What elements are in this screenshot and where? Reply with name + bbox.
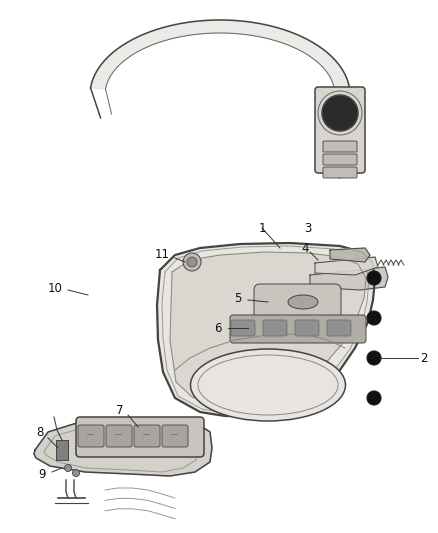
FancyBboxPatch shape [327, 320, 351, 336]
FancyBboxPatch shape [254, 284, 341, 320]
Polygon shape [315, 257, 378, 275]
Circle shape [367, 351, 381, 365]
FancyBboxPatch shape [230, 315, 366, 343]
FancyBboxPatch shape [295, 320, 319, 336]
Polygon shape [91, 20, 350, 89]
Ellipse shape [191, 349, 346, 421]
Text: 10: 10 [48, 281, 63, 295]
FancyBboxPatch shape [162, 425, 188, 447]
Polygon shape [310, 267, 388, 290]
FancyBboxPatch shape [323, 167, 357, 178]
Polygon shape [34, 418, 212, 476]
Text: 9: 9 [38, 469, 46, 481]
FancyBboxPatch shape [323, 154, 357, 165]
Circle shape [64, 464, 71, 472]
Circle shape [187, 257, 197, 267]
FancyBboxPatch shape [106, 425, 132, 447]
FancyBboxPatch shape [315, 87, 365, 173]
Circle shape [73, 470, 80, 477]
Text: 7: 7 [116, 403, 124, 416]
Circle shape [367, 311, 381, 325]
FancyBboxPatch shape [231, 320, 255, 336]
Polygon shape [170, 252, 366, 403]
Circle shape [183, 253, 201, 271]
Polygon shape [157, 243, 375, 416]
Circle shape [322, 95, 358, 131]
Text: 1: 1 [258, 222, 266, 235]
Polygon shape [330, 248, 370, 262]
Bar [56, 440, 68, 460]
FancyBboxPatch shape [134, 425, 160, 447]
FancyBboxPatch shape [263, 320, 287, 336]
Text: 3: 3 [304, 222, 312, 235]
Ellipse shape [288, 295, 318, 309]
FancyBboxPatch shape [323, 141, 357, 152]
Text: 2: 2 [420, 351, 428, 365]
FancyBboxPatch shape [78, 425, 104, 447]
FancyBboxPatch shape [76, 417, 204, 457]
Text: 4: 4 [301, 241, 309, 254]
Circle shape [367, 271, 381, 285]
Text: 5: 5 [234, 292, 242, 304]
Text: 8: 8 [36, 425, 44, 439]
Text: 6: 6 [214, 321, 222, 335]
Circle shape [367, 391, 381, 405]
Text: 11: 11 [155, 248, 170, 262]
